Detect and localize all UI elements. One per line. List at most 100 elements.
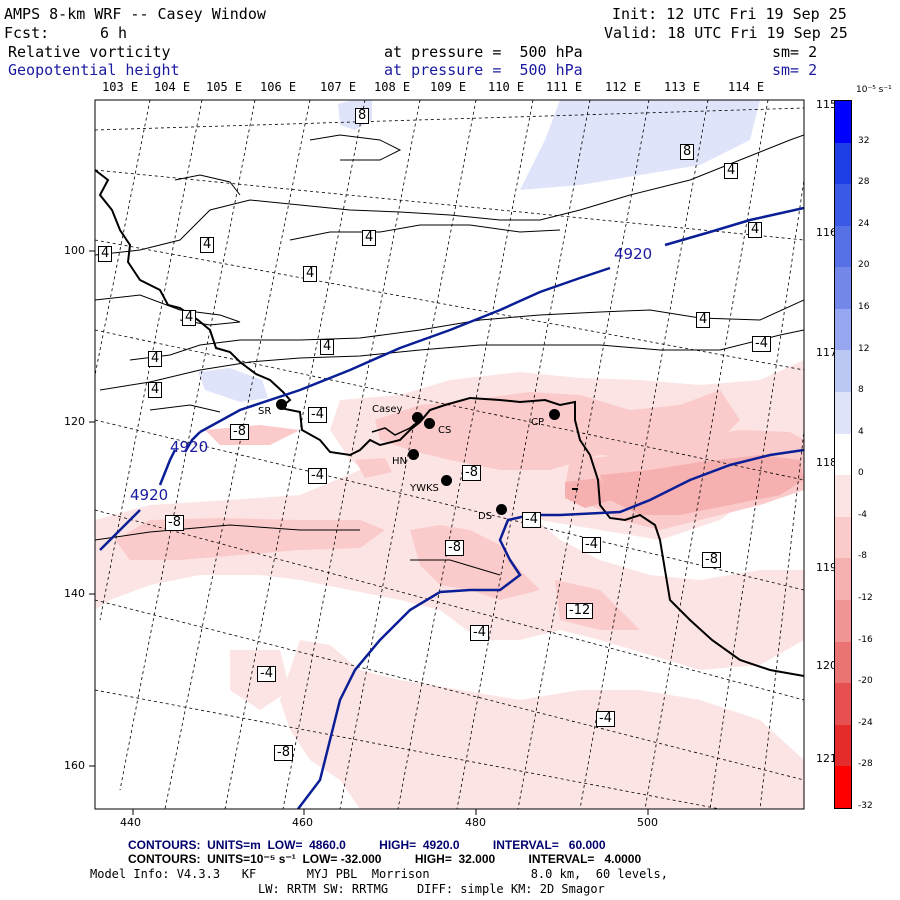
contour-label: 8 [355,108,370,124]
station-marker [412,412,423,423]
contour-label: -4 [308,468,327,484]
field2-level: at pressure = 500 hPa [384,61,583,79]
field1-name: Relative vorticity [8,43,171,61]
colorbar-label: 32 [858,135,870,146]
contour-label: -4 [582,537,601,553]
coastline-inlet [371,419,421,436]
height-label: 4920 [130,486,169,504]
contour-label: -4 [596,711,615,727]
field1-level: at pressure = 500 hPa [384,43,583,61]
x-tick-label: 500 [637,816,658,829]
colorbar-swatch [835,101,851,143]
colorbar-label: 0 [858,468,864,479]
x-tick-label: 460 [292,816,313,829]
colorbar-label: -12 [858,593,873,604]
lon-label: 108 E [374,80,411,94]
station-marker [424,418,435,429]
colorbar-swatch [835,599,851,642]
contour-label: 4 [148,382,163,398]
vorticity-contours [95,134,804,576]
lon-label: 105 E [206,80,243,94]
contour-label: -8 [445,540,464,556]
colorbar-label: 8 [858,385,864,396]
y-tick-label: 100 [64,244,85,257]
lon-label: 106 E [260,80,297,94]
contour-label [572,488,578,490]
height-contour-info: CONTOURS: UNITS=m LOW= 4860.0 HIGH= 4920… [128,838,606,852]
station-label-cp: CP [531,417,545,428]
vorticity-contour-info: CONTOURS: UNITS=10⁻⁵ s⁻¹ LOW= -32.000 HI… [128,852,642,866]
colorbar-label: 20 [858,260,870,271]
colorbar-swatch [835,392,851,434]
contour-label: -8 [462,465,481,481]
init-time: Init: 12 UTC Fri 19 Sep 25 [612,5,847,23]
y-tick-label: 160 [64,759,85,772]
field1-smoothing: sm= 2 [772,43,818,61]
contour-label: 4 [182,310,197,326]
station-label-cs: CS [438,425,452,436]
forecast-hour: 6 h [100,24,128,42]
lon-label: 112 E [605,80,642,94]
colorbar-swatch [835,267,851,309]
colorbar-swatch [835,184,851,226]
field2-smoothing: sm= 2 [772,61,818,79]
height-label: 4920 [170,438,209,456]
contour-label: -8 [165,515,184,531]
lon-label: 113 E [664,80,701,94]
valid-time: Valid: 18 UTC Fri 19 Sep 25 [604,24,848,42]
contour-label: 4 [98,246,113,262]
lon-label: 114 E [728,80,765,94]
contour-label: -8 [274,745,293,761]
colorbar-swatches [834,100,852,809]
forecast-label: Fcst: [4,24,50,42]
colorbar-swatch [835,766,851,808]
colorbar-swatch [835,350,851,393]
contour-label: -8 [230,424,249,440]
contour-label: 4 [362,230,377,246]
colorbar-label: 28 [858,177,870,188]
station-label-sr: SR [258,406,272,417]
station-marker [496,504,507,515]
colorbar-swatch [835,641,851,684]
contour-label: 4 [303,266,318,282]
colorbar-unit: 10⁻⁵ s⁻¹ [856,85,892,95]
lon-label: 109 E [430,80,467,94]
colorbar-swatch [835,724,851,767]
coastline [95,169,804,677]
colorbar-swatch [835,475,851,517]
contour-label: -12 [566,603,594,619]
contour-label: -4 [257,666,276,682]
colorbar-label: -16 [858,634,873,645]
lon-label: 103 E [102,80,139,94]
colorbar-label: -4 [858,509,867,520]
physics-info: LW: RRTM SW: RRTMG DIFF: simple KM: 2D S… [258,882,605,896]
colorbar-label: 16 [858,301,870,312]
lon-label: 107 E [320,80,357,94]
y-tick-label: 120 [64,415,85,428]
station-label-hn: HN [392,456,407,467]
colorbar-label: 4 [858,426,864,437]
contour-label: 4 [748,222,763,238]
colorbar-label: -20 [858,676,873,687]
lon-label: 111 E [546,80,583,94]
colorbar-label: -24 [858,717,873,728]
station-marker [441,475,452,486]
contour-label: 4 [148,351,163,367]
axis-ticks [89,250,649,815]
station-marker [408,449,419,460]
colorbar-swatch [835,433,851,476]
contour-label: 4 [696,312,711,328]
contour-label: 4 [200,237,215,253]
colorbar-label: 24 [858,218,870,229]
colorbar-swatch [835,683,851,725]
contour-label: 8 [680,144,695,160]
contour-label: -4 [470,625,489,641]
contour-label: 4 [320,339,335,355]
colorbar-swatch [835,308,851,351]
contour-label: 4 [724,163,739,179]
colorbar-swatch [835,558,851,600]
station-label-ywks: YWKS [410,483,439,494]
colorbar-swatch [835,142,851,185]
contour-label: -4 [308,407,327,423]
